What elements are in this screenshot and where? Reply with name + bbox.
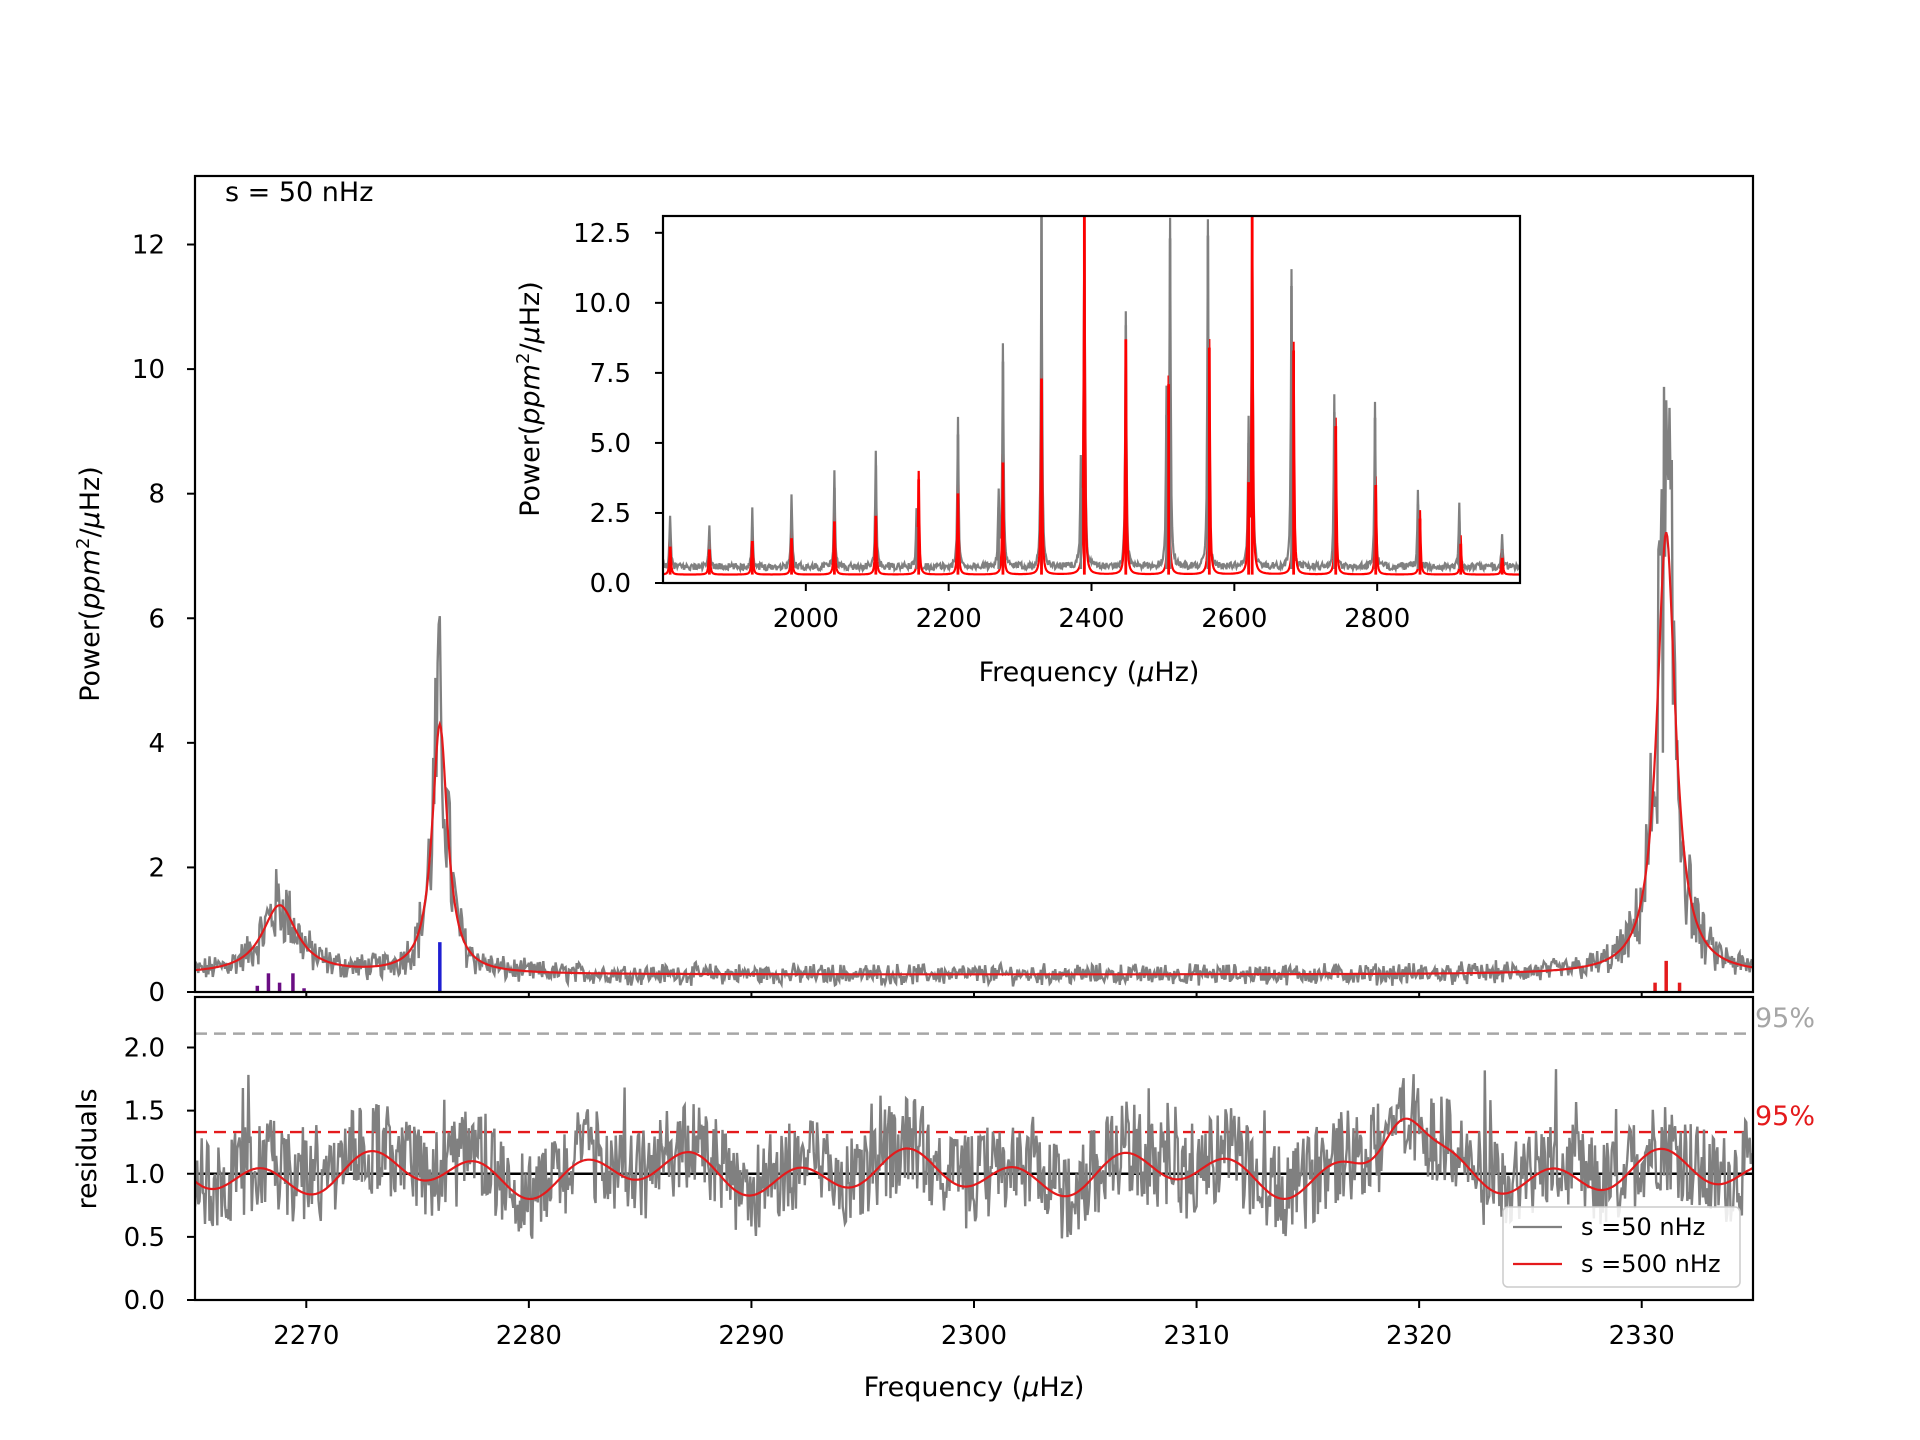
main-ytick-label-12: 12 xyxy=(132,231,165,261)
smoothing-annotation: s = 50 nHz xyxy=(225,177,373,208)
main-ytick-label-0: 0 xyxy=(148,978,165,1008)
inset-x-axis: 2000 2200 2400 2600 2800 xyxy=(773,583,1410,634)
residuals-xtick-label-2290: 2290 xyxy=(718,1321,784,1351)
inset-y-axis: 0.0 2.5 5.0 7.5 10.0 12.5 xyxy=(573,219,663,599)
residuals-series-red xyxy=(195,1117,1753,1201)
inset-frame xyxy=(661,214,1522,585)
inset-ytick-label-2.5: 2.5 xyxy=(590,499,631,529)
residuals-frame xyxy=(193,995,1755,1302)
residuals-ytick-label-1: 1.0 xyxy=(124,1160,165,1190)
main-series-red xyxy=(195,532,1753,976)
inset-xtick-label-2800: 2800 xyxy=(1344,604,1410,634)
main-plot-series xyxy=(195,386,1753,992)
inset-ytick-label-5: 5.0 xyxy=(590,429,631,459)
inset-xtick-label-2000: 2000 xyxy=(773,604,839,634)
legend-box xyxy=(1502,1206,1741,1288)
residuals-x-axis-title: Frequency (μHz) xyxy=(864,1372,1085,1403)
residuals-x-axis: 2270 2280 2290 2300 2310 2320 2330 xyxy=(273,1300,1675,1351)
main-y-axis-title: Power(ppm2/μHz) xyxy=(73,466,106,702)
legend-label-red: s =500 nHz xyxy=(1581,1250,1721,1278)
inset-y-axis-title: Power(ppm2/μHz) xyxy=(513,281,546,517)
main-ytick-label-6: 6 xyxy=(148,604,165,634)
residuals-ytick-label-0: 0.0 xyxy=(124,1286,165,1316)
inset-xtick-label-2200: 2200 xyxy=(916,604,982,634)
inset-xtick-label-2400: 2400 xyxy=(1058,604,1124,634)
residuals-plot-series xyxy=(195,1032,1753,1239)
residuals-panel: 0.0 0.5 1.0 1.5 2.0 2270 2280 2290 2300 2310 2320… xyxy=(72,995,1815,1403)
residuals-xtick-label-2300: 2300 xyxy=(941,1321,1007,1351)
main-ytick-label-2: 2 xyxy=(148,853,165,883)
residuals-xtick-label-2270: 2270 xyxy=(273,1321,339,1351)
main-ytick-label-8: 8 xyxy=(148,480,165,510)
gray-threshold-label: 95% xyxy=(1755,1003,1815,1034)
inset-x-axis-title: Frequency (μHz) xyxy=(979,657,1200,688)
inset-xtick-label-2600: 2600 xyxy=(1201,604,1267,634)
inset-ytick-label-7.5: 7.5 xyxy=(590,359,631,389)
inset-ytick-label-0: 0.0 xyxy=(590,569,631,599)
main-ytick-label-10: 10 xyxy=(132,355,165,385)
red-threshold-label: 95% xyxy=(1755,1101,1815,1132)
inset-ytick-label-12.5: 12.5 xyxy=(573,219,631,249)
legend-label-gray: s =50 nHz xyxy=(1581,1213,1705,1241)
residuals-xtick-label-2320: 2320 xyxy=(1386,1321,1452,1351)
residuals-xtick-label-2310: 2310 xyxy=(1163,1321,1229,1351)
main-frame xyxy=(193,174,1755,994)
legend: s =50 nHz s =500 nHz xyxy=(1502,1206,1741,1288)
residuals-series-gray xyxy=(195,1069,1753,1239)
residuals-xtick-label-2280: 2280 xyxy=(496,1321,562,1351)
residuals-y-axis: 0.0 0.5 1.0 1.5 2.0 xyxy=(124,1034,195,1316)
residuals-ytick-label-2: 2.0 xyxy=(124,1034,165,1064)
main-y-axis: 0 2 4 6 8 10 12 xyxy=(132,231,195,1008)
inset-plot-series xyxy=(663,216,1520,576)
residuals-ytick-label-0.5: 0.5 xyxy=(124,1223,165,1253)
inset-series-red xyxy=(663,216,1520,576)
residuals-xtick-label-2330: 2330 xyxy=(1609,1321,1675,1351)
residuals-y-axis-title: residuals xyxy=(72,1088,103,1209)
inset-ytick-label-10: 10.0 xyxy=(573,289,631,319)
main-ytick-label-4: 4 xyxy=(148,729,165,759)
inset-panel: 0.0 2.5 5.0 7.5 10.0 12.5 2000 2200 2400 2600 280… xyxy=(513,214,1522,688)
residuals-ytick-label-1.5: 1.5 xyxy=(124,1097,165,1127)
